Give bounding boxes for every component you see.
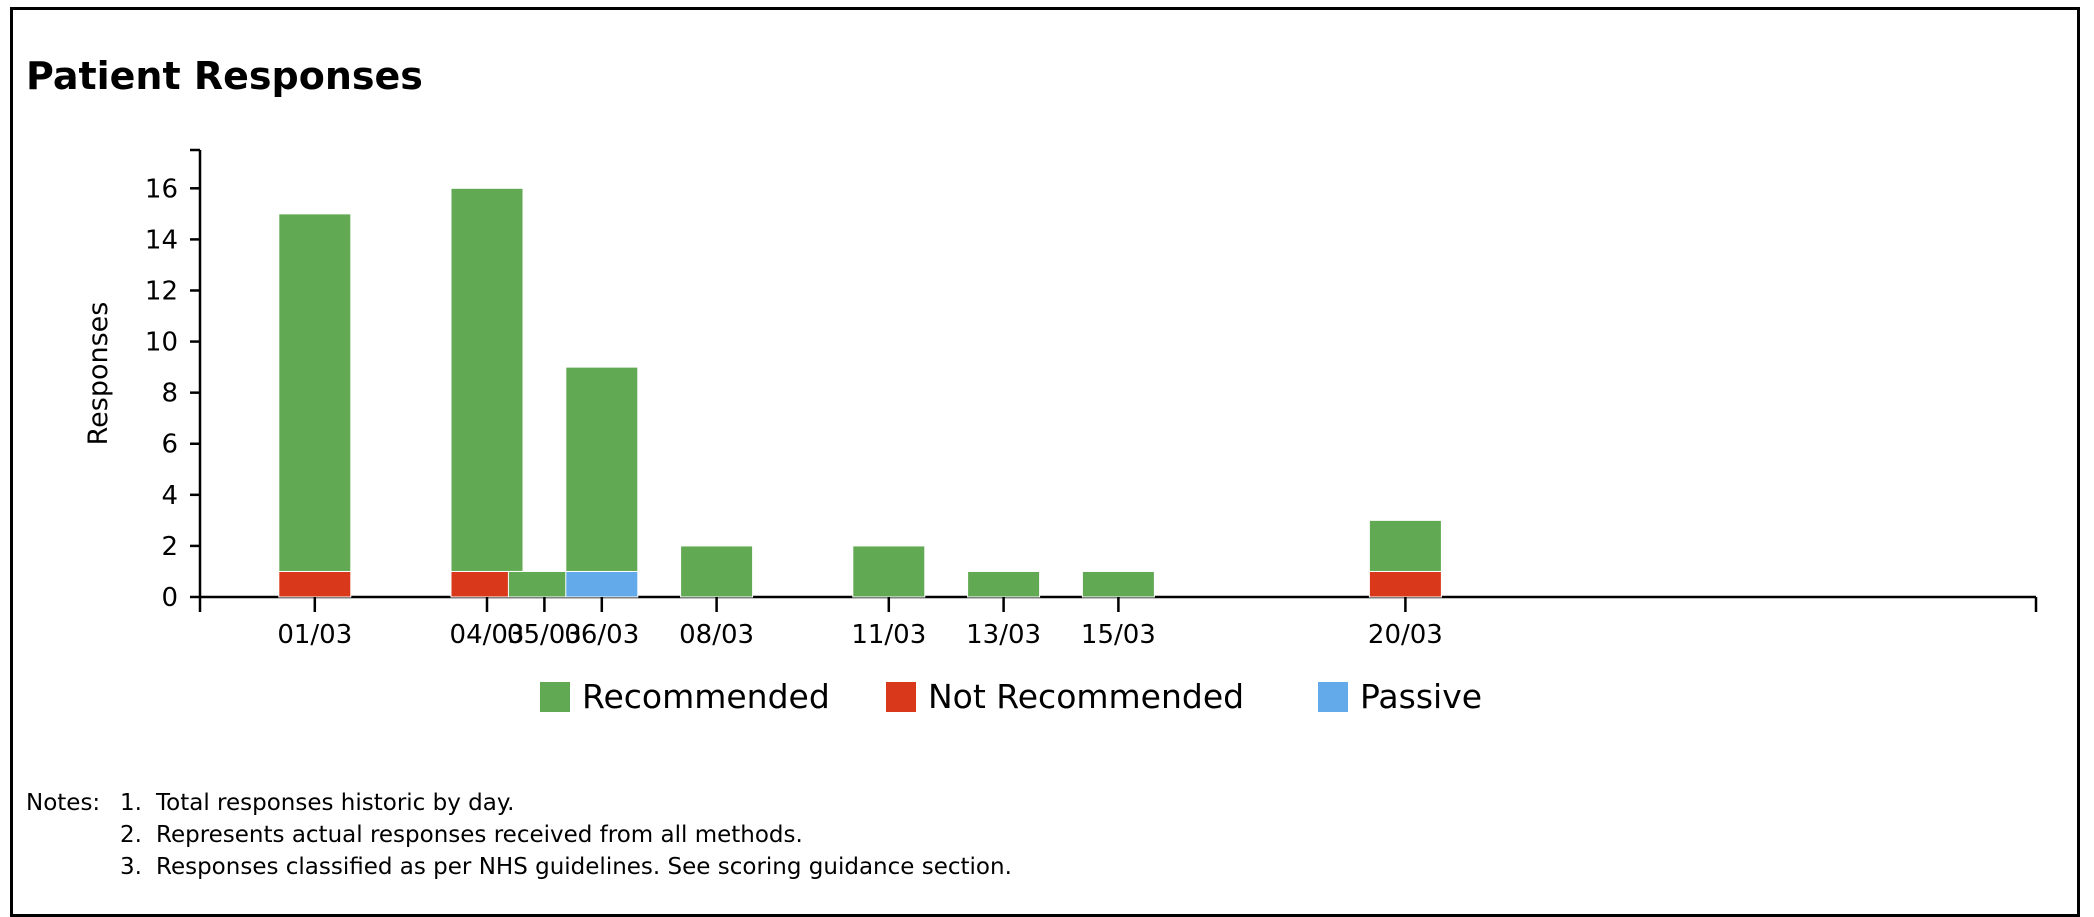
- x-tick-label: 11/03: [851, 620, 926, 650]
- x-tick-label: 08/03: [679, 620, 754, 650]
- bar-recommended: [1368, 519, 1442, 572]
- chart-title: Patient Responses: [26, 54, 423, 98]
- y-tick-label: 8: [161, 379, 178, 409]
- bar-not-recommended: [1368, 570, 1442, 598]
- note-number: 2.: [120, 822, 142, 848]
- y-tick-label: 2: [161, 532, 178, 562]
- note-number: 3.: [120, 854, 142, 880]
- y-tick-label: 14: [145, 225, 178, 255]
- x-tick-label: 01/03: [277, 620, 352, 650]
- bar-recommended: [967, 570, 1041, 598]
- x-tick-label: 20/03: [1368, 620, 1443, 650]
- bar-recommended: [680, 545, 754, 598]
- y-tick-label: 16: [145, 174, 178, 204]
- legend-label: Passive: [1360, 677, 1482, 716]
- y-tick-label: 12: [145, 276, 178, 306]
- legend-label: Not Recommended: [928, 677, 1244, 716]
- x-tick-label: 04/03: [450, 620, 525, 650]
- note-text: Responses classified as per NHS guidelin…: [156, 854, 1012, 880]
- y-tick-label: 6: [161, 430, 178, 460]
- x-tick-label: 05/03: [507, 620, 582, 650]
- legend-label: Recommended: [582, 677, 830, 716]
- x-tick-label: 13/03: [966, 620, 1041, 650]
- y-axis-label: Responses: [83, 302, 114, 446]
- note-text: Total responses historic by day.: [156, 790, 515, 816]
- legend-swatch: [886, 682, 916, 712]
- bar-recommended: [450, 187, 524, 572]
- bar-recommended: [565, 366, 639, 572]
- y-tick-label: 0: [161, 583, 178, 613]
- bar-recommended: [1081, 570, 1155, 598]
- legend-swatch: [540, 682, 570, 712]
- note-text: Represents actual responses received fro…: [156, 822, 803, 848]
- bar-passive: [565, 570, 639, 598]
- bar-recommended: [278, 213, 352, 572]
- y-tick-label: 4: [161, 481, 178, 511]
- y-tick-label: 10: [145, 328, 178, 358]
- stacked-bar-chart: 0 2 4 6 8 10 12 14 16 Responses 01/03 04/0305/0306/…: [83, 148, 2038, 716]
- bar-recommended: [852, 545, 926, 598]
- x-tick-label: 06/03: [564, 620, 639, 650]
- note-number: 1.: [120, 790, 142, 816]
- notes-label: Notes:: [26, 790, 101, 816]
- legend-swatch: [1318, 682, 1348, 712]
- bar-not-recommended: [278, 570, 352, 598]
- x-tick-label: 15/03: [1081, 620, 1156, 650]
